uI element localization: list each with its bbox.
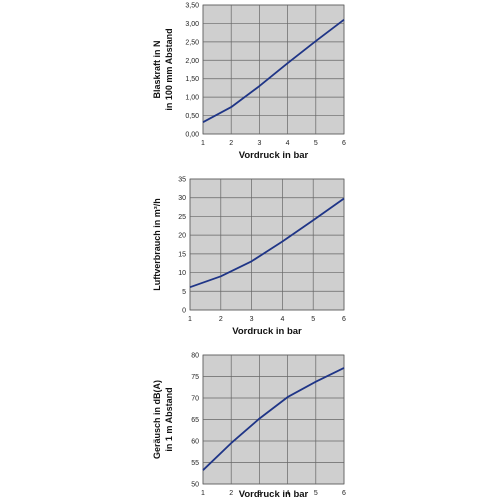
y-tick-label: 15 — [178, 251, 186, 258]
x-tick-label: 2 — [229, 490, 233, 497]
series-line — [189, 197, 345, 289]
plot-area — [189, 178, 345, 311]
series-line — [202, 367, 345, 471]
y-axis-label: Blaskraft in N — [152, 40, 162, 98]
y-tick-label: 75 — [191, 374, 199, 381]
y-tick-label: 60 — [191, 439, 199, 446]
x-tick-label: 1 — [201, 490, 205, 497]
y-tick-label: 35 — [178, 177, 186, 184]
x-tick-label: 1 — [201, 140, 205, 147]
y-tick-label: 0,50 — [185, 113, 199, 120]
x-tick-label: 5 — [314, 140, 318, 147]
y-axis-label: Luftverbrauch in m³/h — [152, 198, 162, 291]
y-tick-label: 25 — [178, 214, 186, 221]
x-tick-label: 3 — [257, 140, 261, 147]
plot-area — [202, 4, 345, 135]
chart-2: 0 5 10 15 20 25 30 35 1 2 3 4 5 6 Vordruck in bar Luftv… — [152, 177, 346, 338]
y-tick-label: 1,50 — [185, 76, 199, 83]
y-axis-label: in 100 mm Abstand — [164, 28, 174, 110]
x-tick-label: 2 — [229, 140, 233, 147]
x-tick-label: 4 — [280, 316, 284, 323]
y-tick-label: 2,50 — [185, 39, 199, 46]
y-axis-label: in 1 m Abstand — [164, 387, 174, 451]
x-tick-label: 2 — [219, 316, 223, 323]
x-axis-label: Vordruck in bar — [239, 150, 309, 161]
y-tick-label: 65 — [191, 417, 199, 424]
y-tick-label: 2,00 — [185, 58, 199, 65]
x-tick-label: 6 — [342, 490, 346, 497]
chart-1: 0,00 0,50 1,00 1,50 2,00 2,50 3,00 3,50 1 2 3 4 5 6 Vo… — [152, 3, 346, 162]
y-tick-label: 30 — [178, 195, 186, 202]
series-line — [202, 18, 345, 123]
y-tick-label: 5 — [182, 289, 186, 296]
x-tick-label: 3 — [250, 316, 254, 323]
x-tick-label: 5 — [314, 490, 318, 497]
x-tick-label: 6 — [342, 316, 346, 323]
x-tick-label: 4 — [286, 140, 290, 147]
x-tick-label: 6 — [342, 140, 346, 147]
y-tick-label: 1,00 — [185, 95, 199, 102]
x-tick-label: 4 — [286, 490, 290, 497]
y-tick-label: 70 — [191, 396, 199, 403]
y-tick-label: 0,00 — [185, 132, 199, 139]
y-tick-label: 80 — [191, 353, 199, 360]
y-tick-label: 0 — [182, 308, 186, 315]
y-tick-label: 3,00 — [185, 21, 199, 28]
y-tick-label: 50 — [191, 482, 199, 489]
y-tick-label: 3,50 — [185, 3, 199, 10]
x-tick-label: 3 — [257, 490, 261, 497]
y-tick-label: 10 — [178, 270, 186, 277]
x-tick-label: 5 — [311, 316, 315, 323]
y-tick-label: 20 — [178, 233, 186, 240]
y-tick-label: 55 — [191, 460, 199, 467]
y-axis-label: Geräusch in dB(A) — [152, 380, 162, 459]
x-axis-label: Vordruck in bar — [239, 489, 309, 500]
x-tick-label: 1 — [188, 316, 192, 323]
x-axis-label: Vordruck in bar — [232, 326, 302, 337]
chart-3: 50 55 60 65 70 75 80 1 2 3 4 5 6 Vordruck in bar Geräu… — [152, 353, 346, 500]
